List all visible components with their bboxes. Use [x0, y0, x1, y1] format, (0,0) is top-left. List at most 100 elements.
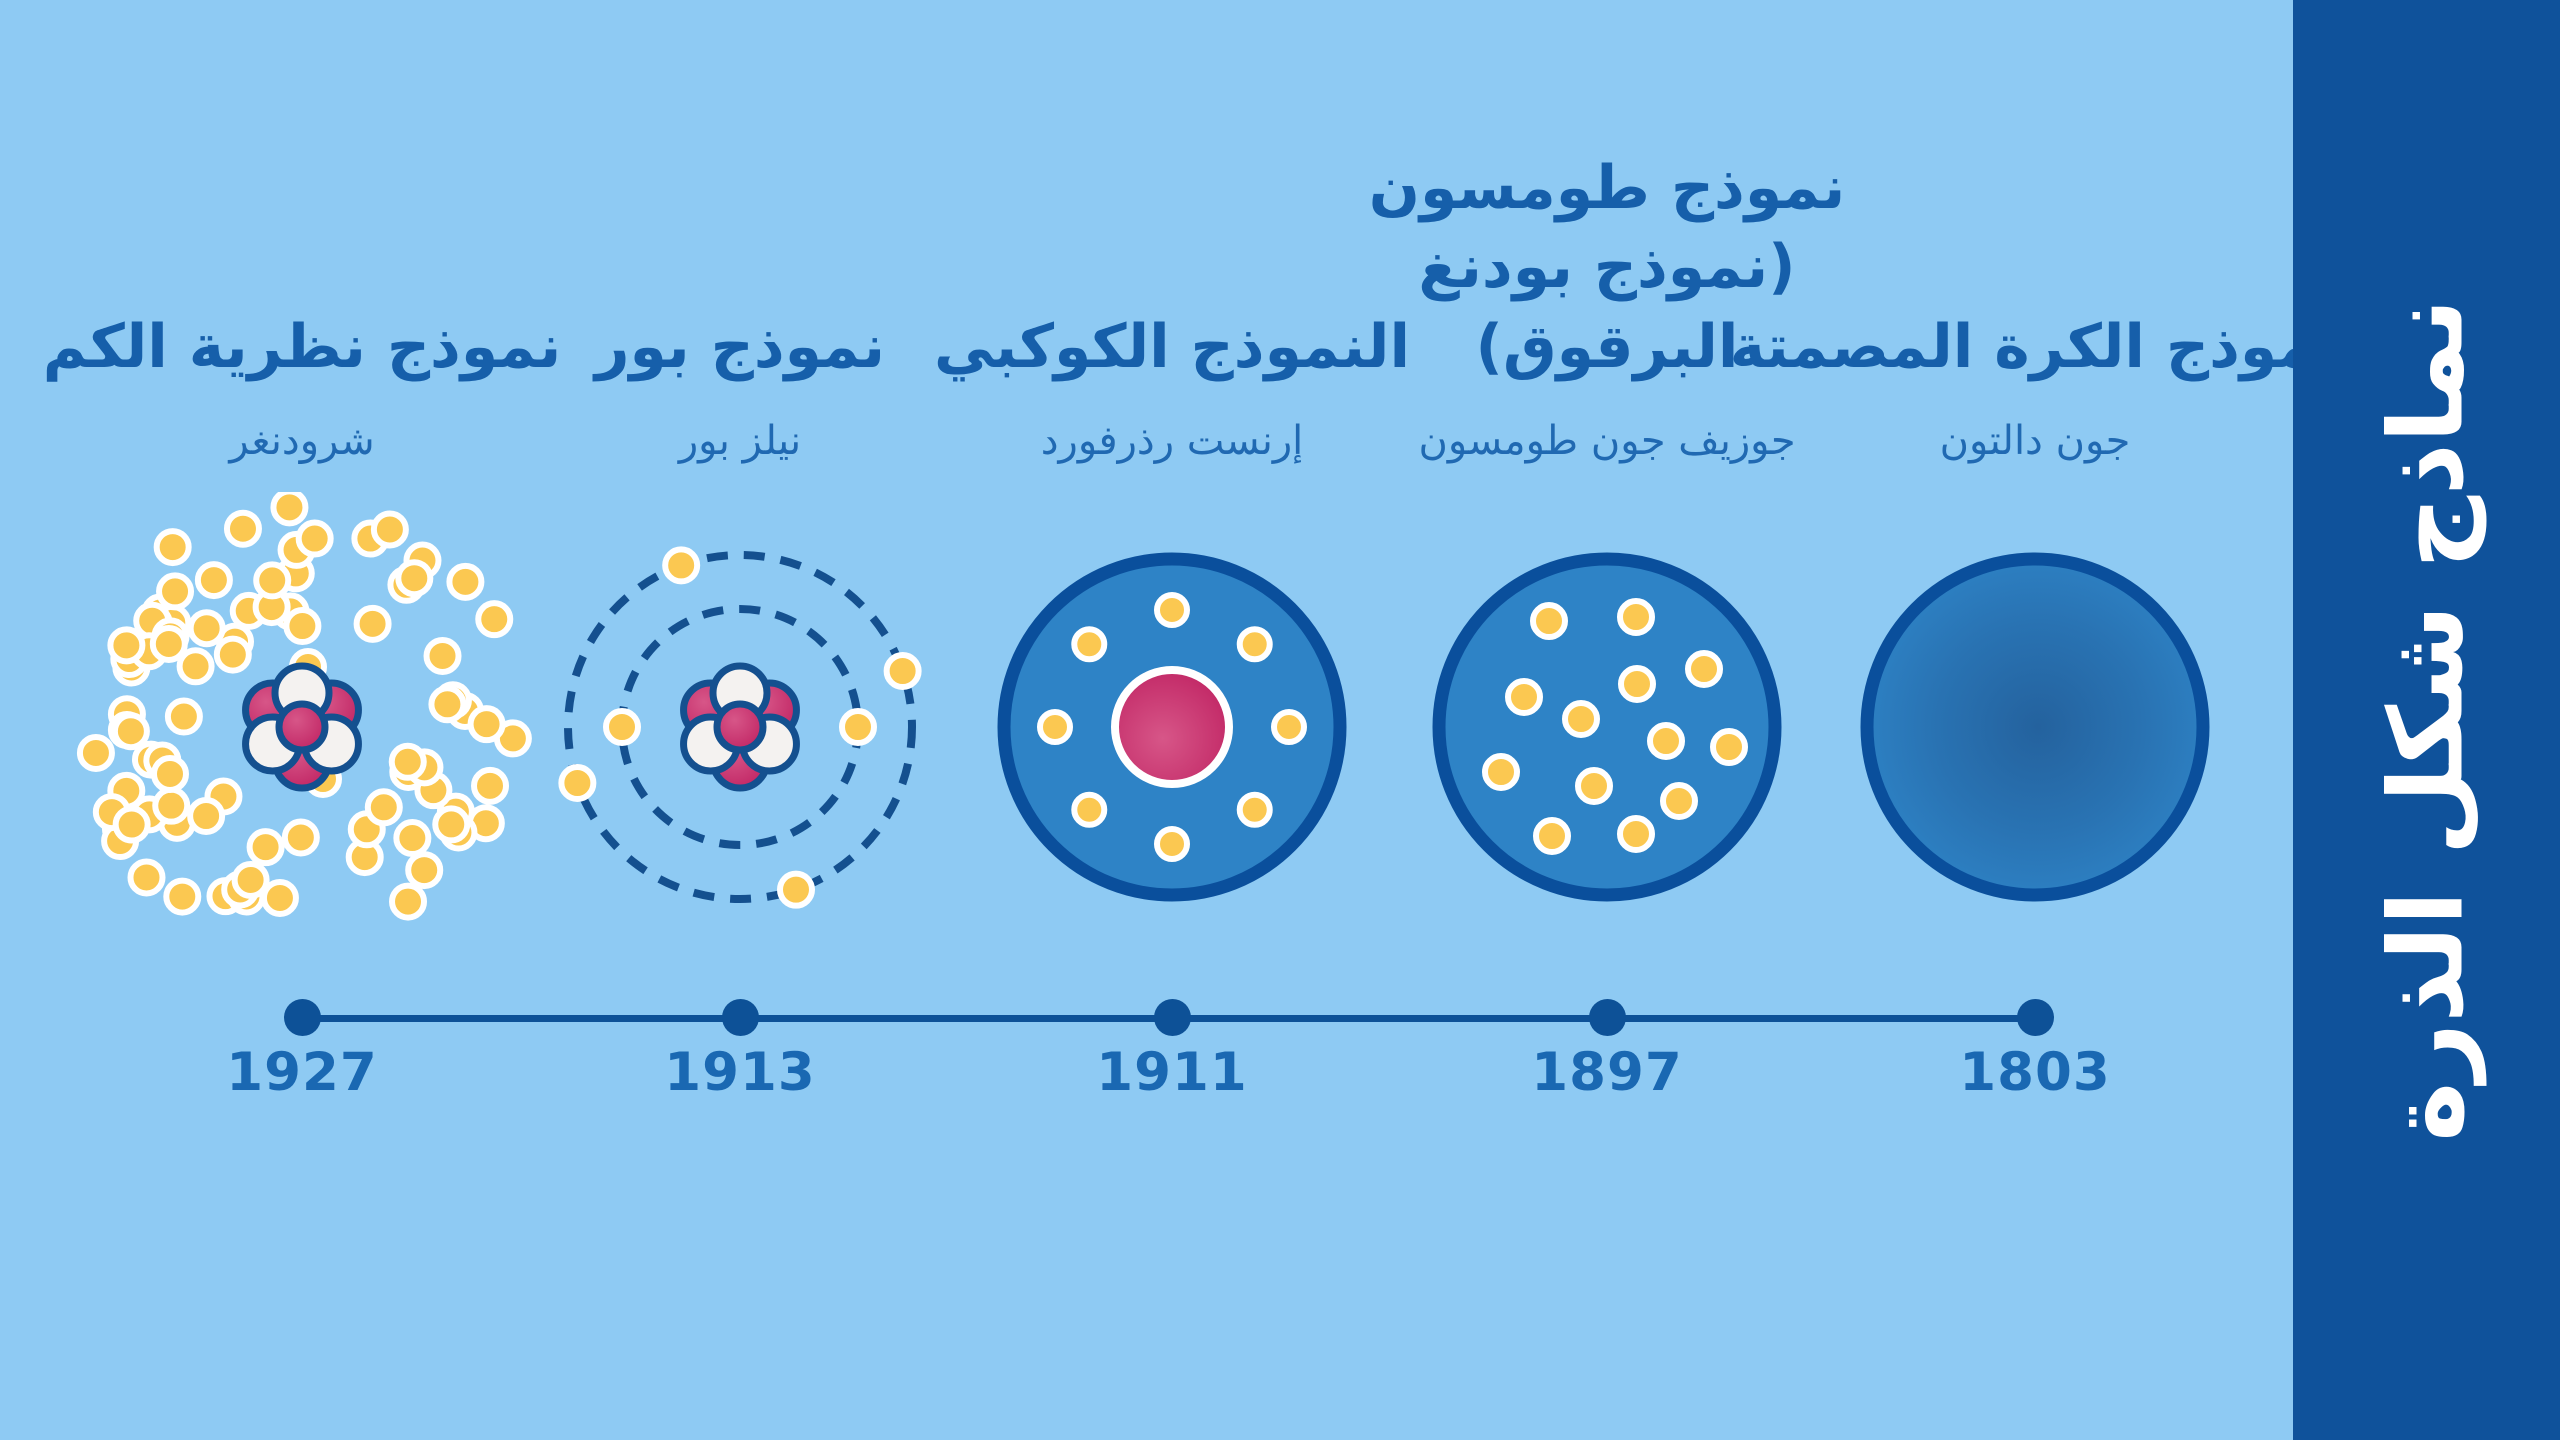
- electron-icon: [281, 818, 320, 857]
- electron-icon: [388, 742, 427, 781]
- electron-icon: [194, 561, 233, 600]
- electron-icon: [1505, 678, 1543, 716]
- electron-icon: [1710, 728, 1748, 766]
- electron-icon: [1685, 650, 1723, 688]
- electron-icon: [164, 697, 203, 736]
- scientist-name: جون دالتون: [1939, 418, 2131, 464]
- electron-icon: [270, 492, 309, 527]
- electron-icon: [1482, 753, 1520, 791]
- electron-cloud-dots: [76, 492, 532, 921]
- electron-icon: [1071, 791, 1108, 828]
- electron-icon: [883, 652, 922, 691]
- electron-icon: [1647, 722, 1685, 760]
- timeline-dot: [2017, 999, 2054, 1036]
- electron-icon: [246, 828, 285, 867]
- bohr-orbits-graphic: [558, 546, 922, 909]
- electron-icon: [163, 877, 202, 916]
- electron-icon: [1154, 592, 1190, 628]
- electron-icon: [467, 705, 506, 744]
- electron-icon: [111, 712, 150, 751]
- electron-icon: [364, 788, 403, 827]
- electron-icon: [432, 805, 471, 844]
- plum-pudding-graphic: [1432, 552, 1782, 902]
- electron-icon: [1660, 782, 1698, 820]
- timeline-year: 1803: [1959, 1042, 2111, 1103]
- electron-icon: [152, 786, 191, 825]
- timeline-year: 1927: [226, 1042, 378, 1103]
- electron-icon: [295, 519, 334, 558]
- electron-icon: [1617, 815, 1655, 853]
- electron-icon: [107, 626, 146, 665]
- electron-icon: [471, 766, 510, 805]
- electron-icon: [149, 624, 188, 663]
- electron-icon: [1071, 626, 1108, 663]
- electron-icon: [231, 860, 270, 899]
- electron-icon: [260, 878, 299, 917]
- nucleus-icon: [1111, 666, 1233, 788]
- nucleus-icon: [680, 662, 800, 792]
- electron-icon: [353, 604, 392, 643]
- electron-icon: [187, 796, 226, 835]
- nucleus-icon: [242, 662, 362, 792]
- electron-icon: [475, 600, 514, 639]
- model-title-line: نموذج طومسون: [1368, 152, 1846, 223]
- electron-icon: [405, 851, 444, 890]
- model-title-line: البرقوق): [1475, 312, 1739, 383]
- electron-icon: [150, 754, 189, 793]
- solid-sphere-graphic: [1860, 552, 2210, 902]
- electron-icon: [1562, 700, 1600, 738]
- timeline-year: 1913: [664, 1042, 816, 1103]
- model-title: نموذج طومسون (نموذج بودنغ البرقوق): [1287, 149, 1927, 388]
- electron-icon: [389, 882, 428, 921]
- electron-icon: [370, 510, 409, 549]
- electron-icon: [446, 562, 485, 601]
- electron-icon: [1154, 826, 1190, 862]
- electron-icon: [253, 561, 292, 600]
- timeline-year: 1897: [1531, 1042, 1683, 1103]
- electron-icon: [76, 733, 115, 772]
- electron-cloud-graphic: [76, 492, 532, 921]
- electron-icon: [112, 805, 151, 844]
- electron-icon: [1618, 665, 1656, 703]
- electron-icon: [839, 708, 877, 746]
- electron-icon: [603, 708, 641, 746]
- electron-icon: [393, 819, 432, 858]
- orbit-path: [564, 551, 916, 903]
- scientist-name: إرنست رذرفورد: [1040, 418, 1304, 464]
- electron-icon: [1575, 767, 1613, 805]
- electron-icon: [176, 647, 215, 686]
- electron-icon: [1271, 709, 1307, 745]
- electron-icon: [1037, 709, 1073, 745]
- electron-icon: [1236, 626, 1273, 663]
- electron-icon: [395, 559, 434, 598]
- electron-icon: [1533, 817, 1571, 855]
- proton-icon: [713, 700, 767, 754]
- model-title: النموذج الكوكبي: [852, 308, 1492, 388]
- electron-icon: [213, 635, 252, 674]
- model-title: نموذج الكرة المصمتة: [1715, 308, 2355, 388]
- model-title-line: نموذج بور: [595, 312, 885, 383]
- timeline-dot: [722, 999, 759, 1036]
- electron-icon: [283, 607, 322, 646]
- model-title-line: نموذج نظرية الكم: [42, 312, 562, 383]
- electron-icon: [428, 685, 467, 724]
- planetary-graphic: [997, 552, 1347, 902]
- model-title-line: نموذج الكرة المصمتة: [1729, 312, 2341, 383]
- electron-icon: [156, 572, 195, 611]
- electron-icon: [1236, 791, 1273, 828]
- electron-icon: [1617, 598, 1655, 636]
- timeline-dot: [1589, 999, 1626, 1036]
- timeline-year: 1911: [1096, 1042, 1248, 1103]
- model-title: نموذج بور: [420, 308, 1060, 388]
- timeline-dot: [1154, 999, 1191, 1036]
- electron-icon: [558, 763, 597, 802]
- atom-body: [1860, 552, 2210, 902]
- electron-icon: [423, 636, 462, 675]
- electron-icon: [127, 858, 166, 897]
- electron-icon: [662, 546, 701, 585]
- proton-icon: [275, 700, 329, 754]
- model-title-line: النموذج الكوكبي: [933, 312, 1411, 383]
- scientist-name: جوزيف جون طومسون: [1418, 418, 1796, 464]
- model-title-line: (نموذج بودنغ: [1418, 232, 1796, 303]
- electron-icon: [776, 870, 815, 909]
